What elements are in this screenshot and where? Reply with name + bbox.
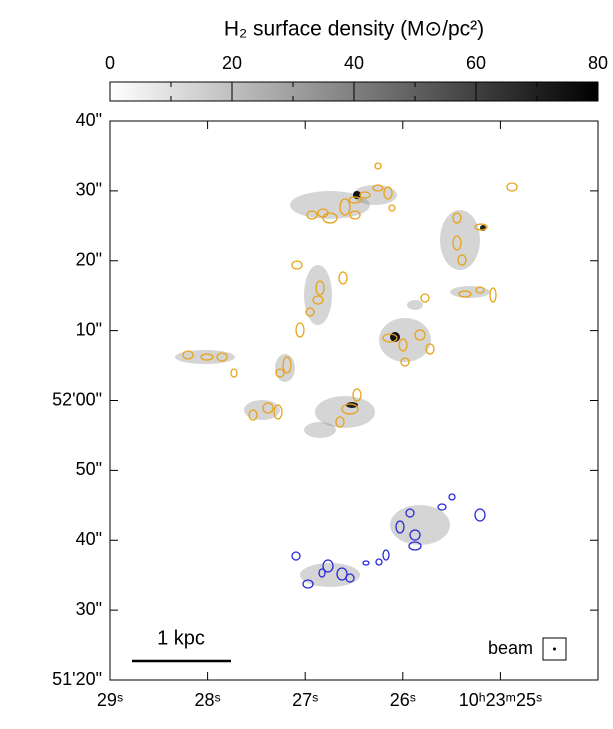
x-tick-label: 26ˢ	[390, 690, 416, 710]
beam	[553, 647, 556, 651]
x-tick-label: 10ʰ23ᵐ25ˢ	[459, 690, 542, 710]
scale-bar-label: 1 kpc	[157, 627, 205, 649]
beam-label: beam	[488, 638, 533, 658]
blue-contours	[291, 493, 486, 589]
colorbar-tick-label: 0	[105, 53, 115, 73]
orange-contours	[182, 162, 518, 428]
y-tick-label: 52'00"	[52, 389, 102, 409]
colorbar-tick-label: 20	[222, 53, 242, 73]
y-tick-label: 30"	[76, 180, 102, 200]
y-tick-label: 40"	[76, 110, 102, 130]
y-tick-label: 20"	[76, 250, 102, 270]
y-tick-label: 40"	[76, 529, 102, 549]
x-tick-label: 28ˢ	[195, 690, 221, 710]
y-tick-label: 30"	[76, 599, 102, 619]
x-tick-label: 27ˢ	[292, 690, 318, 710]
plot-frame	[109, 120, 599, 681]
colorbar-title: H₂ surface density (M⊙/pc²)	[224, 18, 484, 41]
beam-box	[542, 637, 567, 661]
colorbar-tick-label: 40	[344, 53, 364, 73]
y-tick-label: 51'20"	[52, 669, 102, 689]
y-tick-label: 50"	[76, 459, 102, 479]
y-tick-label: 10"	[76, 319, 102, 339]
x-tick-label: 29ˢ	[97, 690, 123, 710]
colorbar-tick-label: 80	[588, 53, 608, 73]
colorbar-tick-label: 60	[466, 53, 486, 73]
